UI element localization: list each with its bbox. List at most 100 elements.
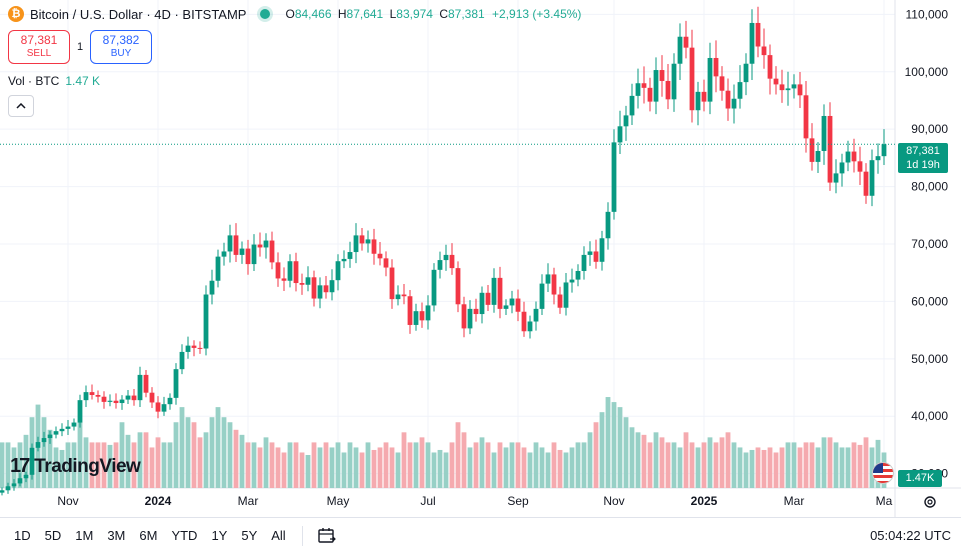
timeframe-ytd[interactable]: YTD bbox=[171, 528, 198, 543]
volume-bar bbox=[809, 442, 815, 488]
timeframe-1y[interactable]: 1Y bbox=[211, 528, 228, 543]
candle-body bbox=[779, 84, 785, 91]
candle-body bbox=[233, 235, 239, 255]
volume-bar bbox=[209, 417, 215, 488]
candle-body bbox=[695, 91, 701, 111]
volume-bar bbox=[665, 442, 671, 488]
volume-bar bbox=[77, 422, 83, 488]
candle-body bbox=[401, 294, 407, 297]
candlestick-chart[interactable]: 30,00040,00050,00060,00070,00080,00090,0… bbox=[0, 0, 961, 517]
candle-body bbox=[185, 345, 191, 352]
candle-body bbox=[683, 36, 689, 48]
candle-body bbox=[869, 160, 875, 196]
timeframe-all[interactable]: All bbox=[271, 528, 286, 543]
us-flag-icon[interactable] bbox=[872, 462, 894, 484]
candle-body bbox=[563, 282, 569, 308]
candle-body bbox=[671, 63, 677, 100]
tradingview-logo[interactable]: 17 TradingView bbox=[10, 455, 141, 478]
candle-body bbox=[815, 150, 821, 162]
volume-bar bbox=[515, 442, 521, 488]
volume-bar bbox=[395, 452, 401, 488]
last-price-value: 87,381 bbox=[906, 145, 940, 157]
candle-body bbox=[569, 279, 575, 283]
volume-bar bbox=[233, 429, 239, 488]
volume-bar bbox=[293, 442, 299, 488]
volume-bar bbox=[239, 434, 245, 488]
volume-bar bbox=[179, 407, 185, 488]
volume-bar bbox=[287, 442, 293, 488]
volume-bar bbox=[485, 442, 491, 488]
volume-bar bbox=[725, 432, 731, 488]
sell-button[interactable]: 87,381 SELL bbox=[8, 30, 70, 64]
volume-bar bbox=[23, 434, 29, 488]
volume-bar bbox=[347, 442, 353, 488]
buy-button[interactable]: 87,382 BUY bbox=[90, 30, 152, 64]
candle-body bbox=[227, 235, 233, 252]
ohlc-low-value: 83,974 bbox=[396, 7, 433, 21]
volume-bar bbox=[131, 442, 137, 488]
volume-bar bbox=[59, 449, 65, 488]
ohlc-close-label: C bbox=[439, 7, 448, 21]
candle-body bbox=[437, 260, 443, 270]
volume-bar bbox=[383, 442, 389, 488]
volume-bar bbox=[629, 427, 635, 488]
volume-bar bbox=[71, 442, 77, 488]
candle-body bbox=[533, 308, 539, 322]
candle-body bbox=[101, 396, 107, 402]
candle-body bbox=[113, 400, 119, 404]
toolbar-divider bbox=[301, 525, 303, 546]
candle-body bbox=[503, 305, 509, 309]
volume-bar bbox=[611, 402, 617, 488]
volume-bar bbox=[635, 432, 641, 488]
volume-bar bbox=[839, 447, 845, 488]
volume-bar bbox=[389, 447, 395, 488]
candle-body bbox=[275, 262, 281, 279]
bottom-toolbar: 1D 5D 1M 3M 6M YTD 1Y 5Y All 05:04:22 UT… bbox=[0, 517, 961, 553]
calendar-range-icon[interactable] bbox=[317, 527, 337, 545]
timeframe-5y[interactable]: 5Y bbox=[241, 528, 258, 543]
collapse-legend-button[interactable] bbox=[8, 95, 34, 117]
volume-legend[interactable]: Vol · BTC 1.47 K bbox=[8, 74, 100, 88]
candle-body bbox=[293, 261, 299, 284]
candle-body bbox=[689, 47, 695, 111]
candle-body bbox=[383, 258, 389, 268]
x-tick-label: Mar bbox=[238, 494, 259, 508]
timeframe-1d[interactable]: 1D bbox=[14, 528, 31, 543]
volume-bar bbox=[569, 447, 575, 488]
volume-bar bbox=[65, 442, 71, 488]
candle-body bbox=[827, 115, 833, 183]
gear-icon[interactable] bbox=[922, 494, 938, 510]
clock[interactable]: 05:04:22 UTC bbox=[870, 528, 951, 543]
timeframe-6m[interactable]: 6M bbox=[139, 528, 158, 543]
spread-value: 1 bbox=[76, 41, 84, 53]
candle-body bbox=[617, 126, 623, 143]
x-tick-label: 2024 bbox=[145, 494, 172, 508]
candle-body bbox=[755, 22, 761, 47]
candle-body bbox=[653, 70, 659, 102]
candle-body bbox=[311, 277, 317, 299]
timeframe-1m[interactable]: 1M bbox=[75, 528, 94, 543]
volume-bar bbox=[467, 447, 473, 488]
volume-bar bbox=[221, 417, 227, 488]
y-tick-label: 80,000 bbox=[911, 180, 948, 194]
volume-bar bbox=[713, 442, 719, 488]
candle-body bbox=[803, 95, 809, 139]
candle-body bbox=[599, 238, 605, 262]
volume-bar bbox=[521, 447, 527, 488]
volume-bar bbox=[827, 437, 833, 488]
timeframe-3m[interactable]: 3M bbox=[107, 528, 126, 543]
volume-bar bbox=[377, 447, 383, 488]
trade-buttons: 87,381 SELL 1 87,382 BUY bbox=[8, 30, 152, 64]
volume-bar bbox=[701, 442, 707, 488]
symbol-title[interactable]: Bitcoin / U.S. Dollar · 4D · BITSTAMP bbox=[30, 6, 247, 22]
candle-body bbox=[575, 270, 581, 280]
candle-body bbox=[857, 161, 863, 172]
candle-body bbox=[419, 311, 425, 321]
candle-body bbox=[65, 426, 71, 429]
volume-bar bbox=[413, 442, 419, 488]
candle-body bbox=[365, 239, 371, 244]
timeframe-5d[interactable]: 5D bbox=[44, 528, 62, 543]
volume-legend-value: 1.47 K bbox=[65, 74, 101, 88]
volume-bar bbox=[539, 447, 545, 488]
volume-bar bbox=[119, 422, 125, 488]
